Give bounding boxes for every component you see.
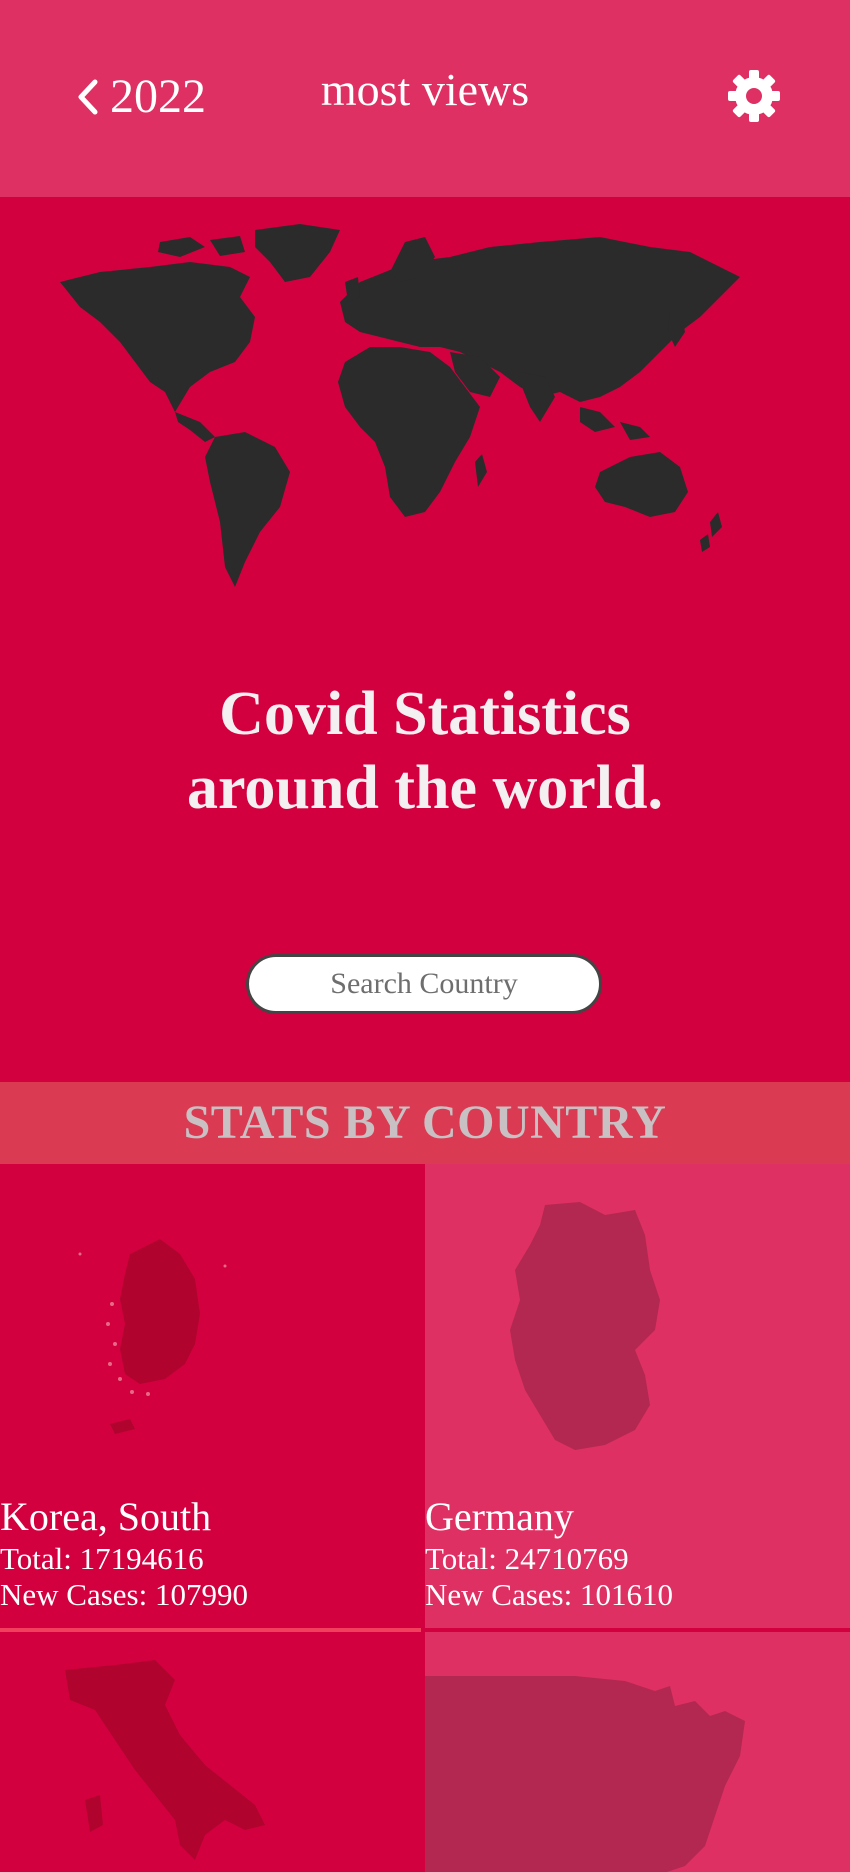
back-label: 2022 xyxy=(110,70,206,123)
world-map xyxy=(60,224,740,587)
germany-map-icon xyxy=(510,1202,660,1450)
chevron-left-icon xyxy=(78,79,98,115)
country-name: Germany xyxy=(425,1494,574,1539)
country-total: Total: 17194616 xyxy=(0,1541,204,1576)
country-total: Total: 24710769 xyxy=(425,1541,629,1576)
back-button[interactable]: 2022 xyxy=(76,68,206,126)
country-card-usa[interactable] xyxy=(425,1632,850,1872)
section-title: STATS BY COUNTRY xyxy=(0,1082,850,1164)
country-name: Korea, South xyxy=(0,1494,212,1539)
search-country-input[interactable] xyxy=(246,954,602,1014)
headline-line-2: around the world. xyxy=(187,754,663,822)
page-title: most views xyxy=(320,64,530,115)
country-card-korea[interactable]: Korea, South Total: 17194616 New Cases: … xyxy=(0,1164,425,1628)
country-new-cases: New Cases: 101610 xyxy=(425,1577,673,1612)
korea-map-icon xyxy=(78,1239,227,1434)
country-card-italy[interactable] xyxy=(0,1632,425,1872)
headline-line-1: Covid Statistics xyxy=(219,680,631,748)
gear-icon[interactable] xyxy=(726,68,782,124)
card-divider xyxy=(425,1628,850,1632)
italy-map-icon xyxy=(65,1660,265,1860)
card-divider xyxy=(0,1628,421,1632)
app-header: 2022 most views xyxy=(0,0,850,197)
country-new-cases: New Cases: 107990 xyxy=(0,1577,248,1612)
country-grid: Korea, South Total: 17194616 New Cases: … xyxy=(0,1164,850,1872)
hero-headline: Covid Statistics around the world. xyxy=(0,677,850,825)
usa-map-icon xyxy=(425,1676,745,1872)
country-card-germany[interactable]: Germany Total: 24710769 New Cases: 10161… xyxy=(425,1164,850,1628)
hero-section: Covid Statistics around the world. xyxy=(0,197,850,1082)
